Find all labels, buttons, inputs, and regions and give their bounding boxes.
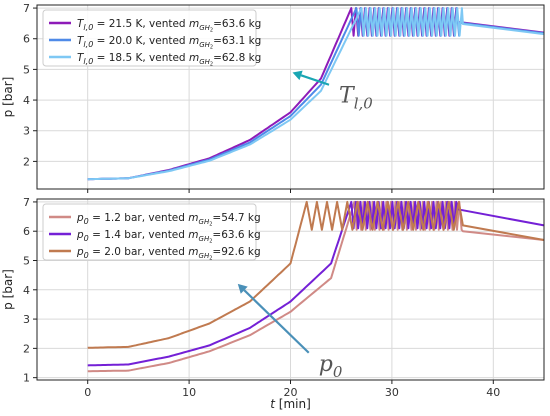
series-line-2 [87,7,545,181]
legend-value: =63.6 kg [213,18,261,30]
legend-label: = 18.5 K, vented [93,52,189,64]
legend-label: = 2.0 bar, vented [89,246,189,258]
legend-mass-symbol: m [188,212,198,224]
bottom-series [87,200,545,373]
y-tick-label: 4 [23,284,30,297]
legend-subscript: l,0 [83,40,93,49]
top-panel: 2 3 4 5 6 7 p [bar] Tl,0 Tl,0 = 21.5 K, vente… [1,2,545,193]
legend-mass-subscript: GH [199,252,210,260]
annotation-arrow-shaft [300,74,330,86]
legend-label: = 20.0 K, vented [93,35,189,47]
annotation-subscript: 0 [333,363,343,381]
annotation-symbol: T [339,84,356,109]
y-tick-label: 3 [23,313,30,326]
y-tick-label: 5 [23,255,30,268]
legend-value: =63.6 kg [212,229,260,241]
top-annotation: Tl,0 [292,70,373,113]
x-tick-label: 30 [385,386,399,399]
y-tick-label: 2 [23,155,30,168]
legend-mass-subscript: GH [199,41,210,49]
xlabel-symbol: t [270,397,276,411]
legend-symbol: T [77,35,85,47]
legend-mass-sub2: 2 [210,62,213,68]
annotation-arrow-head [292,70,303,81]
legend-mass-subscript: GH [199,58,210,66]
bottom-xlabel: t [min] [270,397,311,411]
legend-value: =54.7 kg [212,212,260,224]
legend-entry: p0 = 1.4 bar, vented mGH2=63.6 kg [76,229,261,245]
legend-mass-sub2: 2 [210,45,213,51]
legend-symbol: p [76,212,84,224]
legend-mass-symbol: m [188,229,198,241]
y-tick-label: 6 [23,33,30,46]
legend-mass-symbol: m [189,35,199,47]
series-line-2 [87,200,545,349]
legend-mass-subscript: GH [199,218,210,226]
annotation-arrow-shaft [243,289,310,354]
legend-symbol: T [77,52,85,64]
legend-value: =63.1 kg [213,35,261,47]
legend-entry: p0 = 1.2 bar, vented mGH2=54.7 kg [76,212,261,228]
legend-box [42,203,257,261]
legend-mass-symbol: m [189,18,199,30]
top-ticks: 2 3 4 5 6 7 [23,2,494,193]
x-tick-label: 10 [182,386,196,399]
legend-subscript: l,0 [83,23,93,32]
legend-entry: Tl,0 = 21.5 K, vented mGH2=63.6 kg [77,18,261,34]
bottom-ylabel: p [bar] [1,269,15,310]
legend-mass-sub2: 2 [209,256,212,262]
legend-mass-sub2: 2 [209,222,212,228]
y-tick-label: 5 [23,63,30,76]
legend-symbol: p [76,229,84,241]
annotation-arrow-head [237,283,248,294]
legend-subscript: 0 [84,251,89,260]
legend-value: =92.6 kg [212,246,260,258]
legend-subscript: 0 [84,234,89,243]
legend-label: = 21.5 K, vented [93,18,189,30]
x-tick-label: 20 [284,386,298,399]
legend-subscript: 0 [84,217,89,226]
legend-entry: p0 = 2.0 bar, vented mGH2=92.6 kg [76,246,261,262]
legend-box [42,9,257,67]
y-tick-label: 1 [23,372,30,385]
legend-subscript: l,0 [83,57,93,66]
legend-mass-subscript: GH [199,24,210,32]
annotation-label: Tl,0 [339,84,373,113]
y-tick-label: 6 [23,225,30,238]
top-series [87,7,545,181]
x-tick-label: 40 [486,386,500,399]
legend-mass-sub2: 2 [210,28,213,34]
y-tick-label: 7 [23,2,30,15]
series-line-1 [87,200,545,367]
annotation-label: p0 [319,352,343,381]
legend-entry: Tl,0 = 18.5 K, vented mGH2=62.8 kg [77,52,261,68]
legend-mass-symbol: m [189,52,199,64]
legend-symbol: p [76,246,84,258]
annotation-symbol: p [319,352,333,377]
annotation-subscript: l,0 [354,95,374,113]
bottom-annotation: p0 [237,283,343,381]
y-tick-label: 3 [23,125,30,138]
legend-entry: Tl,0 = 20.0 K, vented mGH2=63.1 kg [77,35,261,51]
legend-label: = 1.2 bar, vented [89,212,189,224]
y-tick-label: 7 [23,196,30,209]
xlabel-unit: [min] [275,397,311,411]
top-ylabel: p [bar] [1,77,15,118]
legend-label: = 1.4 bar, vented [89,229,189,241]
legend-symbol: T [77,18,85,30]
x-tick-label: 0 [84,386,91,399]
top-grid [37,5,544,189]
y-tick-label: 4 [23,94,30,107]
legend-mass-subscript: GH [199,235,210,243]
legend-mass-sub2: 2 [209,239,212,245]
legend-value: =62.8 kg [213,52,261,64]
y-tick-label: 2 [23,342,30,355]
legend-mass-symbol: m [188,246,198,258]
